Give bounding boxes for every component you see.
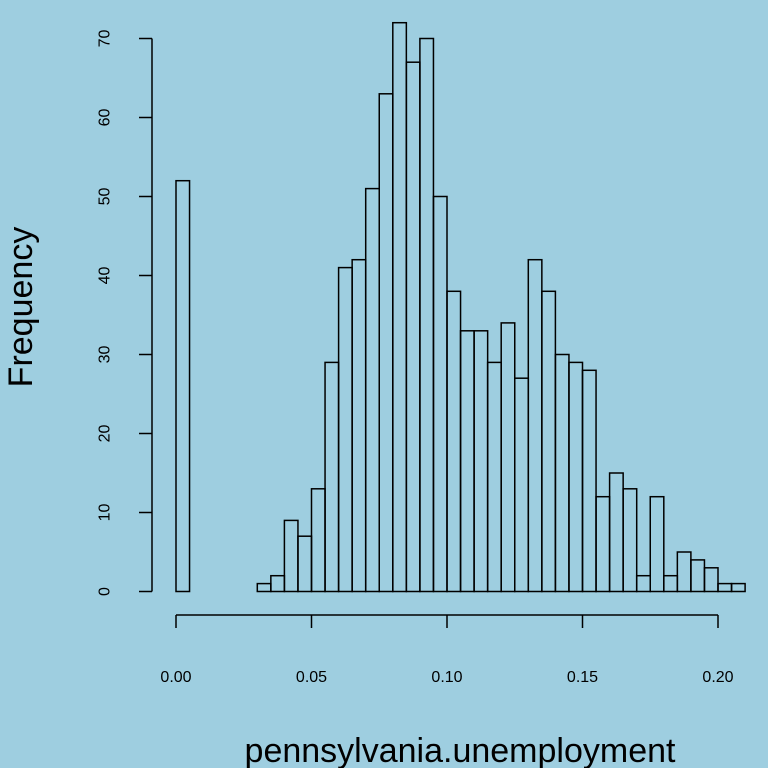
histogram-bar xyxy=(486,361,502,593)
x-tick-label: 0.00 xyxy=(160,669,191,686)
histogram-bar xyxy=(405,61,421,593)
y-tick-label: 50 xyxy=(97,188,114,206)
histogram-bar xyxy=(622,488,638,593)
histogram-bar xyxy=(324,361,340,593)
histogram-bar xyxy=(649,495,665,593)
histogram-bar xyxy=(514,377,530,593)
histogram-bar xyxy=(270,574,286,593)
histogram-bar xyxy=(663,574,679,593)
histogram-bar xyxy=(432,195,448,593)
histogram-bar xyxy=(703,567,719,593)
histogram-bar xyxy=(419,37,435,593)
histogram-bar xyxy=(676,551,692,593)
histogram-bar xyxy=(541,290,557,593)
x-tick-label: 0.10 xyxy=(431,669,462,686)
y-tick-label: 70 xyxy=(97,30,114,48)
histogram-bar xyxy=(446,290,462,593)
x-axis-title: pennsylvania.unemployment xyxy=(245,732,676,768)
x-axis: 0.00 0.05 0.10 0.15 0.20 xyxy=(160,614,734,686)
histogram-bar xyxy=(690,559,706,593)
y-tick-label: 0 xyxy=(97,587,114,596)
histogram-bar xyxy=(364,187,381,593)
histogram-bar xyxy=(717,582,733,593)
histogram-bar xyxy=(500,322,516,593)
histogram-bar xyxy=(256,582,272,593)
histogram-bar xyxy=(392,21,408,593)
histogram-bar xyxy=(337,266,353,593)
y-tick-label: 60 xyxy=(97,109,114,127)
histogram-bar xyxy=(310,488,326,593)
y-tick-label: 10 xyxy=(97,504,114,522)
histogram-bar xyxy=(635,574,652,593)
bars-group xyxy=(175,21,746,593)
histogram-bar xyxy=(730,582,746,593)
y-axis: 0 10 20 30 40 50 60 70 xyxy=(97,30,153,596)
histogram-bar xyxy=(378,93,394,593)
histogram-bar xyxy=(608,472,624,593)
y-tick-label: 30 xyxy=(97,346,114,364)
histogram-bar xyxy=(581,369,597,593)
histogram-bar xyxy=(527,258,543,593)
y-axis-title: Frequency xyxy=(2,227,40,388)
histogram-bar xyxy=(175,179,191,593)
x-tick-label: 0.20 xyxy=(702,669,733,686)
x-tick-label: 0.15 xyxy=(567,669,598,686)
y-tick-label: 40 xyxy=(97,267,114,285)
histogram-bar xyxy=(554,353,570,593)
histogram-bar xyxy=(459,330,475,593)
histogram-bar xyxy=(595,495,611,593)
histogram-bar xyxy=(473,330,489,593)
x-tick-label: 0.05 xyxy=(296,669,327,686)
histogram-bar xyxy=(568,361,584,593)
y-tick-label: 20 xyxy=(97,425,114,443)
histogram-bar xyxy=(283,519,299,593)
histogram-bar xyxy=(351,258,367,593)
histogram-bar xyxy=(297,535,313,593)
